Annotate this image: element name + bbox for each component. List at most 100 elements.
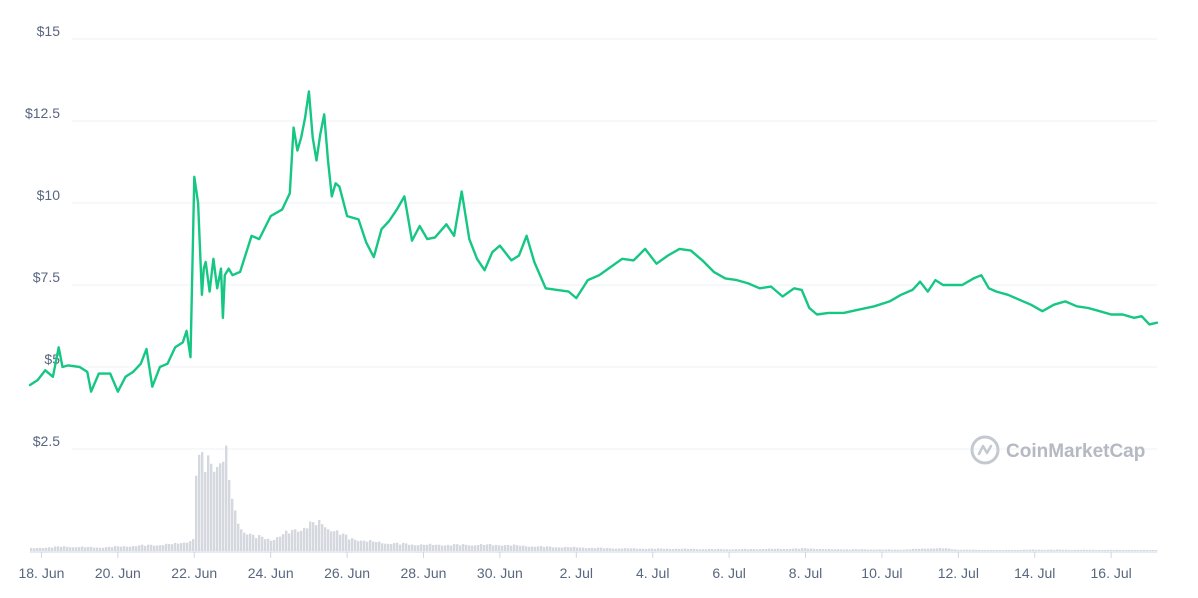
volume-bar xyxy=(924,548,927,551)
volume-bar xyxy=(729,549,732,551)
volume-bar xyxy=(870,549,873,551)
volume-bar xyxy=(660,548,663,551)
volume-bar xyxy=(786,549,789,551)
volume-bar xyxy=(96,547,99,551)
volume-bar xyxy=(138,545,141,551)
y-tick-label: $15 xyxy=(37,23,61,39)
volume-bar xyxy=(471,545,474,551)
volume-bar xyxy=(963,549,966,551)
volume-bar xyxy=(1008,549,1011,551)
volume-bar xyxy=(411,544,414,551)
volume-bar xyxy=(132,546,135,551)
volume-bar xyxy=(150,544,153,551)
volume-bar xyxy=(768,548,771,551)
volume-bar xyxy=(1083,549,1086,551)
volume-bar xyxy=(738,549,741,551)
y-axis-ticks: $2.5$5$7.5$10$12.5$15 xyxy=(25,23,60,449)
volume-bar xyxy=(276,537,279,551)
volume-bar xyxy=(1113,550,1116,551)
volume-bar xyxy=(585,548,588,551)
volume-bar xyxy=(381,543,384,551)
volume-bar xyxy=(852,549,855,551)
volume-bar xyxy=(654,548,657,551)
volume-bar xyxy=(195,475,198,551)
volume-bar xyxy=(1137,550,1140,551)
x-tick-label: 16. Jul xyxy=(1091,565,1132,581)
volume-bar xyxy=(156,545,159,551)
volume-bar xyxy=(753,549,756,551)
volume-bar xyxy=(813,548,816,551)
volume-bar xyxy=(1032,549,1035,551)
volume-bar xyxy=(1053,549,1056,551)
volume-bar xyxy=(828,548,831,551)
volume-bar xyxy=(915,548,918,551)
volume-bar xyxy=(192,539,195,551)
x-tick-label: 30. Jun xyxy=(477,565,523,581)
y-tick-label: $10 xyxy=(37,187,61,203)
volume-bar xyxy=(120,546,123,551)
volume-bar xyxy=(435,544,438,551)
volume-bar xyxy=(72,547,75,551)
volume-bar xyxy=(426,544,429,551)
x-tick-label: 2. Jul xyxy=(560,565,593,581)
volume-bar xyxy=(867,549,870,551)
watermark: CoinMarketCap xyxy=(970,435,1145,465)
volume-bar xyxy=(882,549,885,551)
volume-bar xyxy=(219,463,222,551)
volume-bar xyxy=(1017,549,1020,551)
volume-bar xyxy=(846,549,849,551)
volume-bar xyxy=(168,543,171,551)
volume-bar xyxy=(1146,550,1149,551)
volume-bar xyxy=(129,546,132,551)
volume-bar xyxy=(750,548,753,551)
volume-bar xyxy=(459,545,462,551)
volume-bar xyxy=(759,549,762,551)
volume-bar xyxy=(966,549,969,551)
volume-bar xyxy=(144,545,147,551)
volume-bar xyxy=(441,545,444,551)
volume-bar xyxy=(198,454,201,551)
volume-bar xyxy=(999,549,1002,551)
volume-bar xyxy=(705,549,708,551)
volume-bar xyxy=(522,545,525,551)
volume-bar xyxy=(714,549,717,551)
volume-bar xyxy=(1116,549,1119,551)
volume-bar xyxy=(537,546,540,551)
volume-bar xyxy=(756,549,759,551)
volume-bar xyxy=(981,549,984,551)
x-tick-label: 4. Jul xyxy=(636,565,669,581)
volume-bar xyxy=(213,471,216,551)
volume-bar xyxy=(423,544,426,551)
volume-bar xyxy=(627,548,630,551)
volume-bar xyxy=(303,527,306,551)
volume-bar xyxy=(270,540,273,551)
volume-bar xyxy=(858,549,861,551)
volume-bar xyxy=(1026,549,1029,551)
volume-bar xyxy=(879,549,882,551)
volume-bar xyxy=(903,549,906,551)
volume-bar xyxy=(930,548,933,551)
volume-bar xyxy=(789,548,792,551)
volume-bar xyxy=(234,510,237,551)
volume-bar xyxy=(207,455,210,551)
volume-bar xyxy=(54,546,57,551)
volume-bar xyxy=(222,461,225,551)
volume-bar xyxy=(141,544,144,551)
volume-bar xyxy=(285,530,288,551)
volume-bar xyxy=(165,543,168,551)
volume-bar xyxy=(648,548,651,551)
volume-bar xyxy=(1152,550,1155,551)
volume-bar xyxy=(69,547,72,551)
volume-bar xyxy=(690,548,693,551)
price-series-line xyxy=(28,90,1159,393)
volume-bar xyxy=(693,548,696,551)
volume-bar xyxy=(555,547,558,551)
volume-bar xyxy=(492,545,495,551)
volume-bar xyxy=(159,545,162,551)
volume-bar xyxy=(87,546,90,551)
volume-bar xyxy=(123,546,126,551)
volume-bar xyxy=(1101,550,1104,551)
volume-bar xyxy=(60,546,63,551)
volume-bar xyxy=(567,547,570,551)
